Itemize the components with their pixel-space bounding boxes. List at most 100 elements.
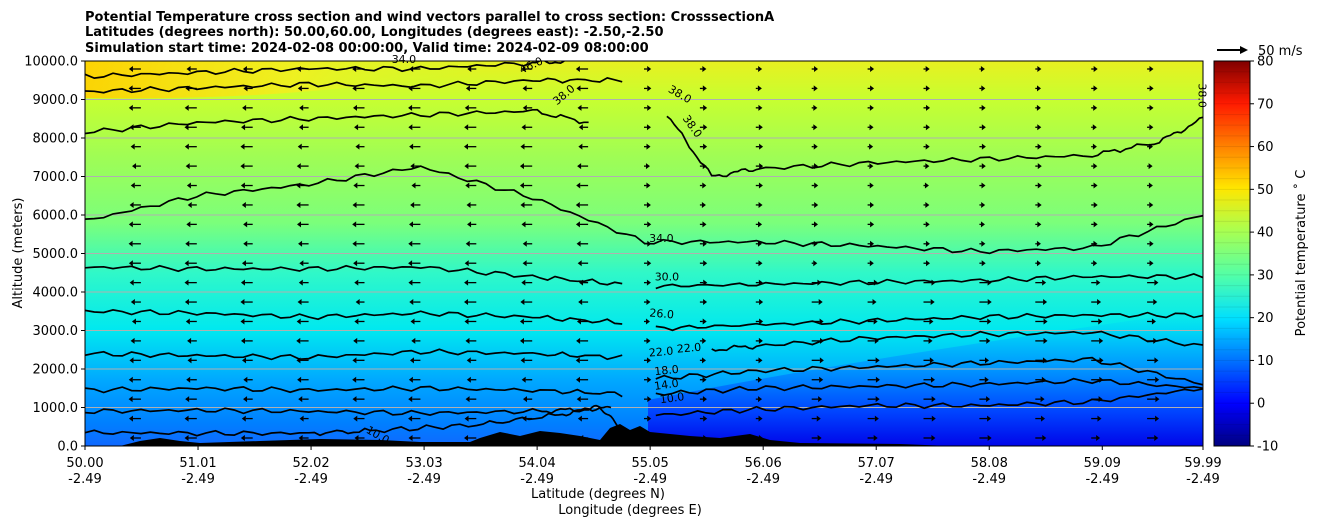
wind-arrow-head <box>76 124 80 130</box>
wind-arrow-head <box>354 435 359 441</box>
wind-arrow-head <box>1043 318 1048 325</box>
wind-arrow-head <box>1154 357 1159 364</box>
wind-arrow-head <box>240 435 245 441</box>
wind-arrow-head <box>240 163 245 170</box>
wind-arrow-head <box>408 376 413 383</box>
wind-arrow-head <box>1097 299 1102 306</box>
wind-arrow-head <box>464 104 469 111</box>
isotherm-26 <box>655 311 1203 332</box>
wind-arrow-head <box>241 124 246 131</box>
colorbar-tick-label: 30 <box>1257 268 1274 283</box>
wind-arrow-head <box>240 299 245 306</box>
wind-arrow-head <box>520 357 525 364</box>
wind-arrow-head <box>467 66 472 72</box>
wind-arrow-head <box>128 221 133 228</box>
isotherm-lines <box>85 61 1203 437</box>
wind-arrow-head <box>701 201 706 208</box>
wind-arrow-head <box>987 435 992 441</box>
wind-arrow-head <box>411 182 416 189</box>
wind-arrow-head <box>981 143 986 150</box>
wind-arrow-head <box>409 299 414 306</box>
isotherm-38 <box>85 108 589 135</box>
wind-arrow-head <box>817 279 822 286</box>
wind-arrow-head <box>464 124 469 131</box>
wind-arrow-head <box>925 221 930 228</box>
wind-arrow-head <box>981 240 986 247</box>
contour-label: 14.0 <box>653 377 679 393</box>
wind-arrow-head <box>522 415 527 422</box>
wind-arrow-head <box>352 201 357 208</box>
wind-arrow-head <box>759 318 764 325</box>
isotherm-10 <box>655 388 1203 417</box>
wind-arrow-head <box>759 143 764 150</box>
wind-arrow-head <box>299 124 304 131</box>
wind-arrow-head <box>577 163 582 170</box>
wind-arrow-head <box>1149 104 1154 111</box>
wind-arrow-head <box>931 435 936 441</box>
wind-arrow-head <box>353 337 358 344</box>
y-tick-label: 2000.0 <box>33 363 79 378</box>
wind-arrow-head <box>813 85 818 92</box>
x-tick-label-lon: -2.49 <box>294 472 328 487</box>
wind-arrow-head <box>243 221 248 228</box>
wind-arrow-head <box>702 337 707 344</box>
wind-arrow-head <box>408 279 413 286</box>
wind-arrow-head <box>184 143 189 150</box>
wind-arrow-head <box>817 435 822 441</box>
wind-arrow-head <box>757 376 762 383</box>
wind-arrow-head <box>576 85 581 92</box>
wind-arrow-head <box>1036 104 1041 111</box>
wind-arrow-head <box>576 337 581 344</box>
wind-arrow-head <box>1153 299 1158 306</box>
wind-arrow-head <box>758 201 763 208</box>
y-tick-label: 9000.0 <box>33 93 79 108</box>
x-tick-label-lat: 59.99 <box>1184 456 1221 471</box>
wind-arrow-head <box>818 396 823 403</box>
x-tick-label-lon: -2.49 <box>1085 472 1119 487</box>
wind-arrow-head <box>352 240 357 247</box>
colorbar-tick-label: 40 <box>1257 226 1274 241</box>
wind-arrow-head <box>1096 435 1101 441</box>
wind-arrow-head <box>647 104 652 111</box>
wind-arrow-head <box>129 357 134 364</box>
wind-arrow-head <box>930 299 935 306</box>
wind-arrow-head <box>520 201 525 208</box>
wind-arrow-head <box>758 357 763 364</box>
wind-arrow-head <box>352 85 357 92</box>
wind-arrow-head <box>703 260 708 267</box>
wind-arrow-head <box>1093 85 1098 92</box>
wind-arrow-head <box>187 337 192 344</box>
wind-arrow-head <box>408 435 413 441</box>
contour-label: 10.0 <box>659 390 685 406</box>
isotherm-18 <box>655 356 1203 386</box>
wind-arrow-head <box>576 182 581 189</box>
wind-arrow-head <box>758 337 763 344</box>
wind-arrow-head <box>1205 221 1209 227</box>
wind-arrow-head <box>985 357 990 364</box>
wind-arrow-head <box>813 260 818 267</box>
wind-arrow-head <box>131 318 136 325</box>
wind-arrow-head <box>1210 318 1214 324</box>
wind-arrow-head <box>185 318 190 325</box>
wind-arrow-head <box>577 260 582 267</box>
wind-arrow-head <box>1155 376 1160 383</box>
wind-arrow-head <box>130 337 135 344</box>
wind-arrow-head <box>185 396 190 403</box>
wind-arrow-head <box>1204 202 1208 208</box>
wind-arrow-head <box>579 279 584 286</box>
colorbar-tick-label: 70 <box>1257 97 1274 112</box>
y-tick-label: 3000.0 <box>33 324 79 339</box>
wind-arrow-head <box>241 415 246 422</box>
wind-arrow-head <box>577 104 582 111</box>
x-tick-label-lat: 54.04 <box>519 456 556 471</box>
wind-arrow-head <box>931 396 936 403</box>
x-tick-label-lat: 51.01 <box>179 456 216 471</box>
wind-arrow-head <box>1037 143 1042 150</box>
wind-arrow-head <box>1205 260 1209 266</box>
y-tick-label: 0.0 <box>57 440 78 455</box>
x-tick-label-lat: 50.00 <box>66 456 103 471</box>
wind-arrow-head <box>240 279 245 286</box>
wind-arrow-head <box>1151 318 1156 325</box>
wind-arrow-head <box>354 318 359 325</box>
wind-arrow-head <box>352 104 357 111</box>
